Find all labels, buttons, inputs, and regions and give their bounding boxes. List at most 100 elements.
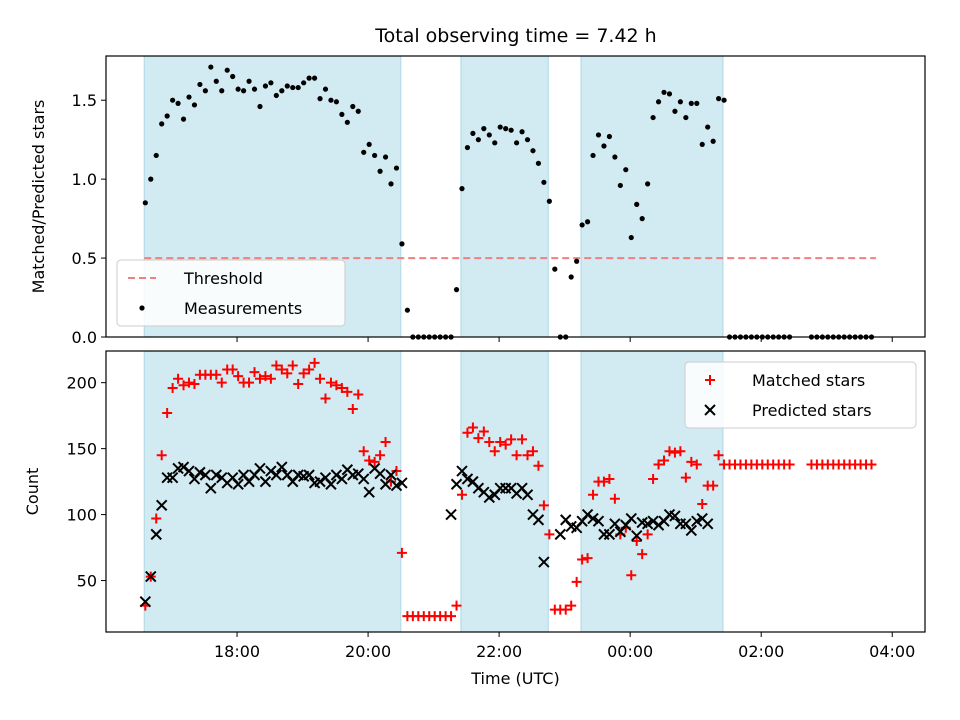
- data-point: [461, 473, 474, 485]
- x-tick-label: 22:00: [476, 642, 522, 661]
- y-tick-label: 0.5: [72, 249, 97, 268]
- data-point: [641, 518, 654, 530]
- data-point: [459, 186, 465, 192]
- data-point: [705, 124, 711, 130]
- data-point: [701, 518, 714, 530]
- data-point: [637, 549, 648, 560]
- data-point: [456, 489, 467, 500]
- data-point: [331, 380, 342, 391]
- data-point: [446, 611, 457, 622]
- data-point: [366, 141, 372, 148]
- data-point: [784, 459, 795, 470]
- data-point: [530, 148, 536, 154]
- data-point: [164, 113, 170, 119]
- data-point: [626, 570, 637, 581]
- data-point: [276, 461, 288, 473]
- data-point: [609, 493, 620, 504]
- data-point: [697, 499, 708, 510]
- data-point: [652, 519, 665, 531]
- data-point: [170, 97, 176, 103]
- data-point: [489, 446, 500, 457]
- data-point: [475, 137, 481, 143]
- observing-window: [143, 350, 402, 633]
- data-point: [691, 459, 702, 470]
- data-point: [603, 528, 616, 541]
- data-point: [587, 512, 599, 525]
- data-point: [282, 368, 293, 379]
- bottom-panel: 50 100 150 200 18:00 20:00 22:00 00:00 02:00 04:0…: [23, 350, 926, 688]
- data-point: [254, 462, 266, 475]
- data-point: [683, 114, 689, 121]
- data-point: [224, 67, 230, 73]
- data-point: [527, 446, 538, 457]
- data-point: [325, 478, 337, 490]
- data-point: [666, 91, 673, 97]
- data-point: [284, 83, 290, 89]
- data-point: [385, 469, 397, 481]
- data-point: [390, 479, 403, 492]
- data-point: [478, 426, 489, 437]
- data-point: [251, 86, 258, 92]
- legend-box: [116, 259, 346, 327]
- data-point: [721, 97, 727, 103]
- data-point: [513, 140, 520, 146]
- data-point: [708, 480, 719, 491]
- data-point: [664, 446, 675, 457]
- data-point: [464, 144, 471, 151]
- data-point: [625, 512, 637, 525]
- data-point: [486, 132, 492, 138]
- y-tick-label: 200: [66, 374, 97, 393]
- data-point: [355, 108, 361, 114]
- data-point: [211, 369, 222, 380]
- data-point: [675, 446, 686, 457]
- x-tick-label: 02:00: [738, 642, 784, 661]
- data-point: [552, 266, 558, 272]
- legend-box: [684, 361, 917, 429]
- legend-label: Measurements: [184, 299, 302, 318]
- data-point: [500, 439, 511, 450]
- data-point: [374, 467, 386, 480]
- data-point: [519, 129, 525, 135]
- data-point: [451, 600, 462, 611]
- data-point: [175, 100, 181, 106]
- legend-swatch: [705, 375, 715, 385]
- data-point: [590, 152, 596, 159]
- legend-label: Matched stars: [752, 371, 865, 390]
- data-point: [631, 535, 642, 546]
- data-point: [577, 554, 588, 565]
- data-point: [653, 459, 664, 470]
- data-point: [473, 433, 484, 444]
- data-point: [317, 96, 323, 102]
- data-point: [672, 108, 678, 114]
- data-point: [271, 360, 282, 371]
- data-point: [358, 446, 369, 457]
- data-point: [544, 529, 555, 540]
- data-point: [298, 368, 309, 379]
- data-point: [511, 450, 522, 461]
- data-point: [606, 133, 613, 140]
- data-point: [219, 88, 225, 94]
- data-point: [598, 476, 609, 487]
- data-point: [497, 124, 503, 130]
- data-point: [574, 258, 580, 264]
- y-tick-label: 0.0: [72, 328, 97, 347]
- data-point: [483, 491, 495, 504]
- data-point: [642, 529, 653, 540]
- data-point: [521, 489, 534, 501]
- data-point: [601, 143, 607, 149]
- data-point: [148, 176, 154, 182]
- data-point: [246, 78, 252, 84]
- data-point: [167, 382, 178, 393]
- data-point: [506, 434, 517, 445]
- legend-label: Threshold: [183, 269, 263, 288]
- data-point: [571, 576, 582, 587]
- data-point: [391, 466, 402, 477]
- data-point: [470, 130, 476, 136]
- data-point: [588, 489, 599, 500]
- data-point: [634, 201, 640, 207]
- data-point: [532, 514, 545, 526]
- data-point: [240, 88, 247, 94]
- data-point: [579, 222, 585, 228]
- data-point: [339, 111, 345, 118]
- x-tick-label: 20:00: [345, 642, 391, 661]
